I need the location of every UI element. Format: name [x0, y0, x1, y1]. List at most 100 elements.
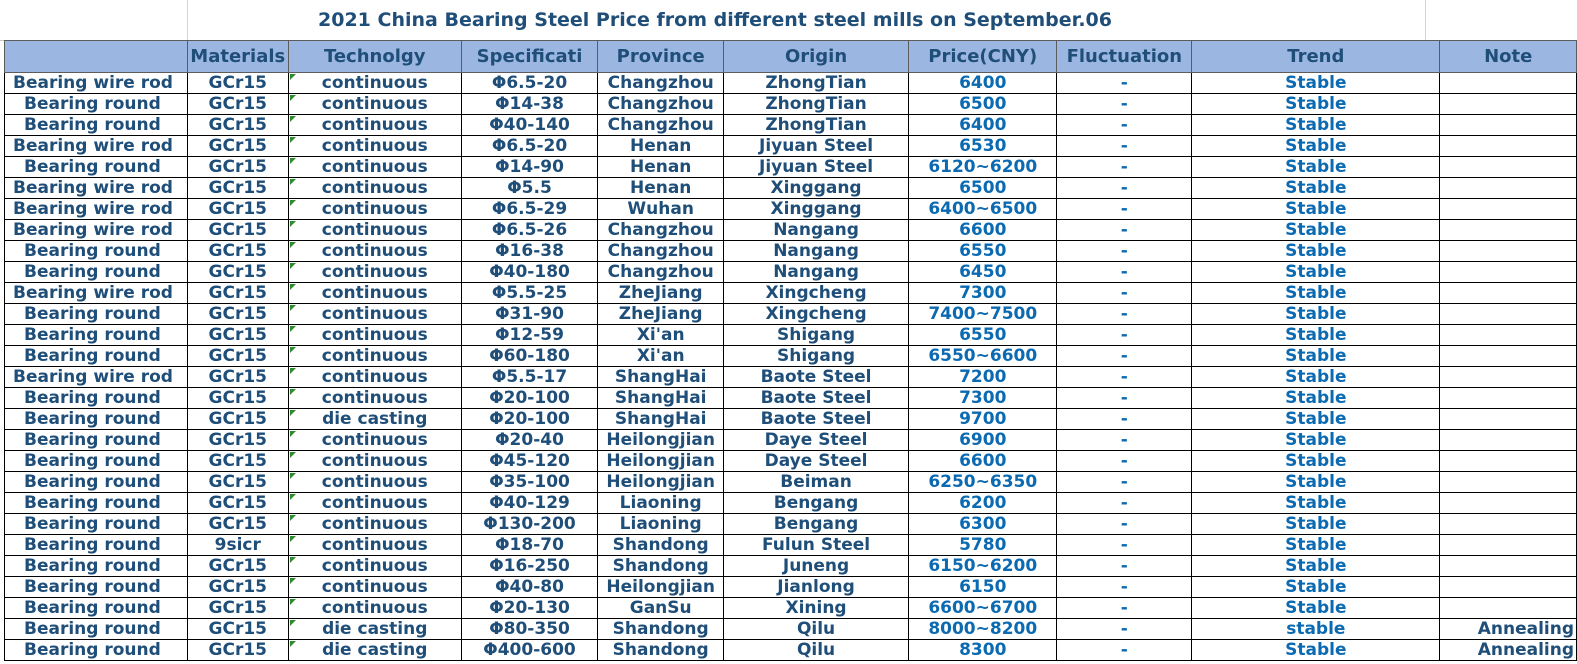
- technology-cell[interactable]: continuous: [287, 345, 462, 367]
- trend-cell[interactable]: Stable: [1191, 282, 1441, 304]
- price-cell[interactable]: 6500: [908, 177, 1058, 199]
- material-cell[interactable]: GCr15: [186, 72, 289, 94]
- technology-cell[interactable]: die casting: [287, 639, 462, 661]
- product-cell[interactable]: Bearing round: [4, 450, 188, 472]
- material-cell[interactable]: GCr15: [186, 576, 289, 598]
- note-cell[interactable]: [1439, 471, 1577, 493]
- price-cell[interactable]: 6250~6350: [908, 471, 1058, 493]
- product-cell[interactable]: Bearing round: [4, 618, 188, 640]
- spec-cell[interactable]: Φ31-90: [460, 303, 599, 325]
- spec-cell[interactable]: Φ18-70: [460, 534, 599, 556]
- price-cell[interactable]: 7300: [908, 387, 1058, 409]
- price-cell[interactable]: 6500: [908, 93, 1058, 115]
- province-cell[interactable]: ShangHai: [597, 366, 725, 388]
- province-cell[interactable]: Shandong: [597, 534, 725, 556]
- technology-cell[interactable]: continuous: [287, 72, 462, 94]
- fluctuation-cell[interactable]: -: [1056, 135, 1193, 157]
- material-cell[interactable]: GCr15: [186, 324, 289, 346]
- price-cell[interactable]: 6550~6600: [908, 345, 1058, 367]
- trend-cell[interactable]: Stable: [1191, 177, 1441, 199]
- origin-cell[interactable]: Qilu: [723, 639, 910, 661]
- origin-cell[interactable]: Xingcheng: [723, 282, 910, 304]
- trend-cell[interactable]: Stable: [1191, 198, 1441, 220]
- origin-cell[interactable]: Xingcheng: [723, 303, 910, 325]
- spec-cell[interactable]: Φ20-100: [460, 408, 599, 430]
- fluctuation-cell[interactable]: -: [1056, 282, 1193, 304]
- origin-cell[interactable]: Qilu: [723, 618, 910, 640]
- note-cell[interactable]: [1439, 429, 1577, 451]
- origin-cell[interactable]: Daye Steel: [723, 450, 910, 472]
- material-cell[interactable]: GCr15: [186, 429, 289, 451]
- origin-cell[interactable]: ZhongTian: [723, 114, 910, 136]
- spec-cell[interactable]: Φ40-140: [460, 114, 599, 136]
- origin-cell[interactable]: ZhongTian: [723, 93, 910, 115]
- province-cell[interactable]: Changzhou: [597, 261, 725, 283]
- trend-cell[interactable]: Stable: [1191, 135, 1441, 157]
- note-cell[interactable]: [1439, 114, 1577, 136]
- technology-cell[interactable]: continuous: [287, 114, 462, 136]
- province-cell[interactable]: Xi'an: [597, 324, 725, 346]
- header-note[interactable]: Note: [1439, 40, 1577, 73]
- fluctuation-cell[interactable]: -: [1056, 219, 1193, 241]
- spec-cell[interactable]: Φ40-80: [460, 576, 599, 598]
- price-cell[interactable]: 6530: [908, 135, 1058, 157]
- origin-cell[interactable]: Baote Steel: [723, 408, 910, 430]
- province-cell[interactable]: Henan: [597, 135, 725, 157]
- material-cell[interactable]: 9sicr: [186, 534, 289, 556]
- fluctuation-cell[interactable]: -: [1056, 240, 1193, 262]
- origin-cell[interactable]: Nangang: [723, 219, 910, 241]
- price-cell[interactable]: 6150~6200: [908, 555, 1058, 577]
- material-cell[interactable]: GCr15: [186, 219, 289, 241]
- spec-cell[interactable]: Φ80-350: [460, 618, 599, 640]
- price-cell[interactable]: 6600: [908, 219, 1058, 241]
- origin-cell[interactable]: Fulun Steel: [723, 534, 910, 556]
- product-cell[interactable]: Bearing round: [4, 93, 188, 115]
- origin-cell[interactable]: Juneng: [723, 555, 910, 577]
- province-cell[interactable]: ZheJiang: [597, 282, 725, 304]
- trend-cell[interactable]: Stable: [1191, 240, 1441, 262]
- price-cell[interactable]: 6600: [908, 450, 1058, 472]
- spec-cell[interactable]: Φ12-59: [460, 324, 599, 346]
- origin-cell[interactable]: Jiyuan Steel: [723, 156, 910, 178]
- material-cell[interactable]: GCr15: [186, 261, 289, 283]
- note-cell[interactable]: [1439, 492, 1577, 514]
- note-cell[interactable]: [1439, 240, 1577, 262]
- origin-cell[interactable]: Xinggang: [723, 177, 910, 199]
- province-cell[interactable]: GanSu: [597, 597, 725, 619]
- technology-cell[interactable]: continuous: [287, 450, 462, 472]
- trend-cell[interactable]: Stable: [1191, 219, 1441, 241]
- note-cell[interactable]: [1439, 513, 1577, 535]
- technology-cell[interactable]: die casting: [287, 618, 462, 640]
- fluctuation-cell[interactable]: -: [1056, 93, 1193, 115]
- product-cell[interactable]: Bearing wire rod: [4, 72, 188, 94]
- province-cell[interactable]: Shandong: [597, 639, 725, 661]
- product-cell[interactable]: Bearing round: [4, 345, 188, 367]
- material-cell[interactable]: GCr15: [186, 303, 289, 325]
- trend-cell[interactable]: Stable: [1191, 72, 1441, 94]
- fluctuation-cell[interactable]: -: [1056, 387, 1193, 409]
- technology-cell[interactable]: continuous: [287, 387, 462, 409]
- spec-cell[interactable]: Φ60-180: [460, 345, 599, 367]
- origin-cell[interactable]: Baote Steel: [723, 366, 910, 388]
- note-cell[interactable]: [1439, 261, 1577, 283]
- technology-cell[interactable]: continuous: [287, 156, 462, 178]
- province-cell[interactable]: Wuhan: [597, 198, 725, 220]
- price-cell[interactable]: 6550: [908, 240, 1058, 262]
- trend-cell[interactable]: Stable: [1191, 429, 1441, 451]
- trend-cell[interactable]: Stable: [1191, 639, 1441, 661]
- technology-cell[interactable]: continuous: [287, 597, 462, 619]
- note-cell[interactable]: Annealing: [1439, 639, 1577, 661]
- province-cell[interactable]: Changzhou: [597, 219, 725, 241]
- header-trend[interactable]: Trend: [1191, 40, 1441, 73]
- fluctuation-cell[interactable]: -: [1056, 513, 1193, 535]
- price-cell[interactable]: 7300: [908, 282, 1058, 304]
- trend-cell[interactable]: Stable: [1191, 492, 1441, 514]
- technology-cell[interactable]: continuous: [287, 471, 462, 493]
- material-cell[interactable]: GCr15: [186, 408, 289, 430]
- trend-cell[interactable]: Stable: [1191, 261, 1441, 283]
- spec-cell[interactable]: Φ20-130: [460, 597, 599, 619]
- origin-cell[interactable]: Xining: [723, 597, 910, 619]
- spec-cell[interactable]: Φ5.5: [460, 177, 599, 199]
- province-cell[interactable]: Liaoning: [597, 513, 725, 535]
- product-cell[interactable]: Bearing round: [4, 240, 188, 262]
